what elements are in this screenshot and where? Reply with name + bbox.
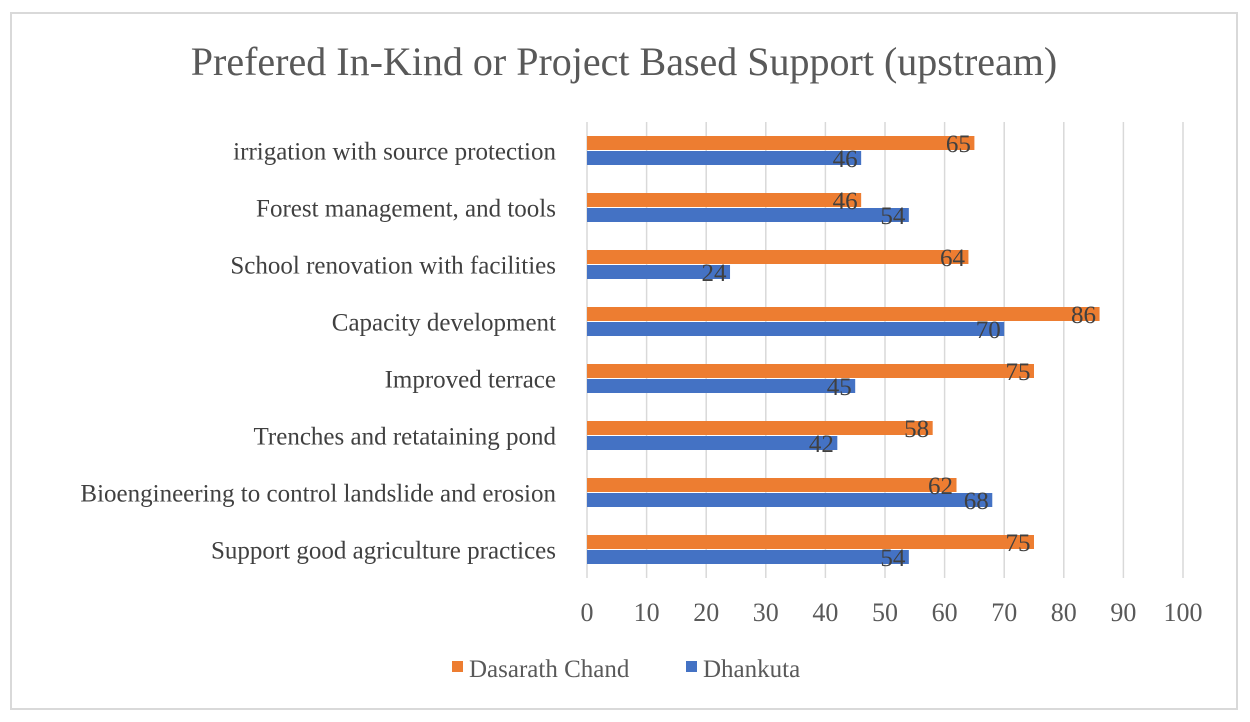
data-label: 75: [1006, 359, 1031, 386]
bar-dhankuta: [587, 265, 731, 279]
bar-dasarath-chand: [587, 136, 975, 150]
legend-swatch: [686, 661, 697, 672]
bar-dhankuta: [587, 322, 1005, 336]
bar-dasarath-chand: [587, 364, 1034, 378]
data-label: 70: [976, 317, 1001, 344]
category-label: irrigation with source protection: [233, 139, 556, 166]
x-tick-label: 40: [812, 598, 838, 627]
category-label: Forest management, and tools: [256, 196, 556, 223]
x-tick-label: 80: [1051, 598, 1077, 627]
gridlines: [586, 122, 1184, 578]
value-axis: 0 10 20 30 40 50 60 70 80 90 100: [581, 598, 1203, 627]
legend-swatch: [452, 661, 463, 672]
chart-title: Prefered In-Kind or Project Based Suppor…: [191, 39, 1057, 84]
data-label: 64: [940, 245, 966, 272]
x-tick-label: 90: [1110, 598, 1136, 627]
data-label: 75: [1006, 530, 1031, 557]
bar-dasarath-chand: [587, 478, 957, 492]
bar-dhankuta: [587, 208, 909, 222]
data-label: 46: [833, 146, 858, 173]
bar-dhankuta: [587, 379, 856, 393]
bar-dasarath-chand: [587, 307, 1100, 321]
data-label: 24: [702, 260, 728, 287]
legend-label: Dasarath Chand: [469, 656, 630, 683]
x-tick-label: 30: [753, 598, 779, 627]
bar-dasarath-chand: [587, 421, 933, 435]
bar-dasarath-chand: [587, 193, 862, 207]
bar-dhankuta: [587, 151, 862, 165]
bars: [587, 136, 1100, 564]
x-tick-label: 60: [932, 598, 958, 627]
category-label: Trenches and retataining pond: [254, 424, 557, 451]
data-label: 42: [809, 431, 834, 458]
data-label: 58: [904, 416, 929, 443]
data-label: 62: [928, 473, 953, 500]
category-label: Support good agriculture practices: [211, 538, 556, 565]
x-tick-label: 50: [872, 598, 898, 627]
chart-frame: [10, 12, 1238, 710]
legend: Dasarath Chand Dhankuta: [452, 656, 800, 683]
data-label: 86: [1071, 302, 1096, 329]
data-label: 54: [880, 203, 906, 230]
data-label: 65: [946, 131, 971, 158]
x-tick-label: 10: [634, 598, 660, 627]
category-label: Improved terrace: [385, 367, 556, 394]
x-tick-label: 20: [693, 598, 719, 627]
data-label: 45: [827, 374, 852, 401]
x-tick-label: 0: [581, 598, 594, 627]
bar-dhankuta: [587, 550, 909, 564]
bar-dhankuta: [587, 493, 993, 507]
legend-label: Dhankuta: [703, 656, 800, 683]
category-axis: irrigation with source protection Forest …: [80, 139, 556, 565]
x-tick-label: 100: [1164, 598, 1203, 627]
bar-dasarath-chand: [587, 250, 969, 264]
bar-dhankuta: [587, 436, 838, 450]
category-label: Capacity development: [332, 310, 556, 337]
category-label: Bioengineering to control landslide and …: [80, 481, 556, 508]
data-label: 46: [833, 188, 858, 215]
bar-dasarath-chand: [587, 535, 1034, 549]
data-label: 54: [880, 545, 906, 572]
x-tick-label: 70: [991, 598, 1017, 627]
data-label: 68: [964, 488, 989, 515]
category-label: School renovation with facilities: [230, 253, 556, 280]
